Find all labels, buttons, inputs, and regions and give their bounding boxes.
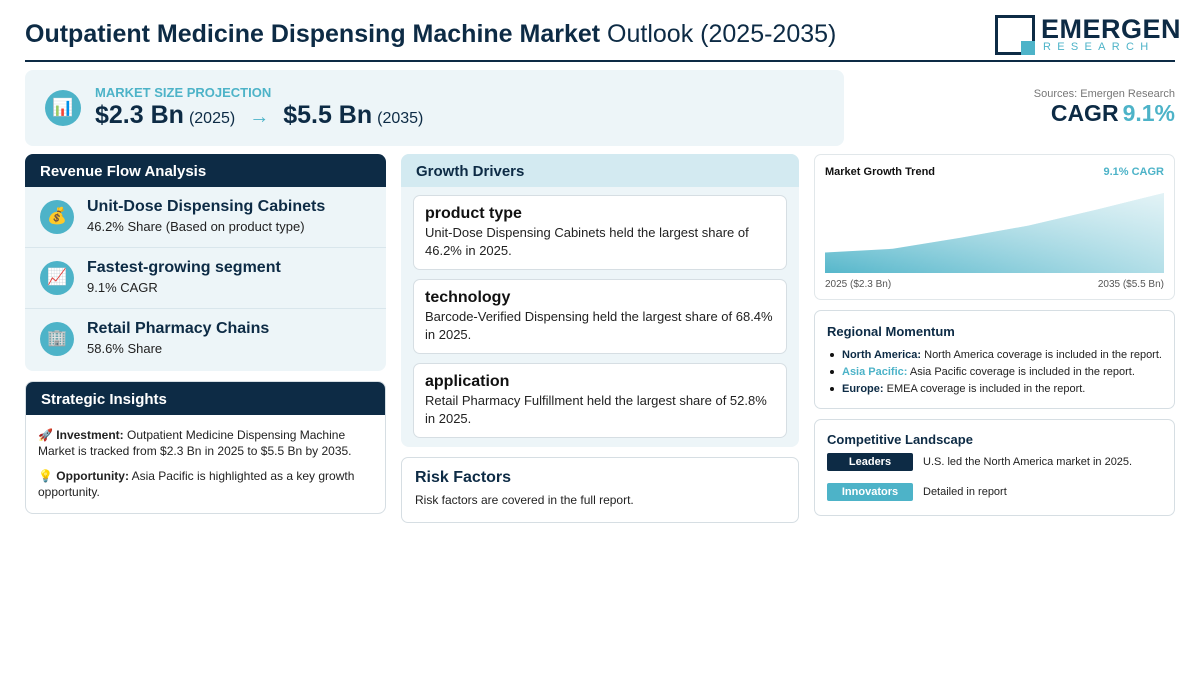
investment-text: Outpatient Medicine Dispensing Machine M… xyxy=(38,428,352,458)
cagr-summary: CAGR 9.1% xyxy=(1051,100,1175,127)
growth-area-chart xyxy=(825,193,1164,273)
competitive-landscape-card: Competitive Landscape Leaders U.S. led t… xyxy=(814,419,1175,516)
market-size-projection: 📊 MARKET SIZE PROJECTION $2.3 Bn (2025) → $… xyxy=(25,70,844,146)
emergen-logo[interactable]: EMERGEN RESEARCH xyxy=(995,14,1181,56)
region-text: Asia Pacific coverage is included in the… xyxy=(907,366,1135,378)
lightbulb-icon: 💡 xyxy=(38,469,53,483)
risk-factors-title: Risk Factors xyxy=(415,469,512,486)
region-text: EMEA coverage is included in the report. xyxy=(883,383,1086,395)
competitive-landscape-title: Competitive Landscape xyxy=(827,432,973,447)
projection-label: MARKET SIZE PROJECTION xyxy=(95,85,272,100)
revenue-item-subtitle: 58.6% Share xyxy=(87,341,163,356)
regional-momentum-card: Regional Momentum North America: North A… xyxy=(814,310,1175,409)
region-item: North America: North America coverage is… xyxy=(827,349,1162,361)
driver-title: technology xyxy=(425,289,511,306)
chart-cagr-annotation: 9.1% CAGR xyxy=(1103,166,1164,178)
competitive-row-text: Detailed in report xyxy=(923,486,1007,498)
revenue-flow-card: Revenue Flow Analysis 💰 Unit-Dose Dispen… xyxy=(25,154,386,371)
driver-text: Retail Pharmacy Fulfillment held the lar… xyxy=(425,393,767,426)
opportunity-label: Opportunity: xyxy=(56,469,129,483)
rocket-icon: 🚀 xyxy=(38,428,53,442)
revenue-item: 🏢 Retail Pharmacy Chains 58.6% Share xyxy=(25,309,386,370)
revenue-item-title: Unit-Dose Dispensing Cabinets xyxy=(87,198,326,215)
cagr-label: CAGR xyxy=(1050,100,1119,126)
projection-end-value: $5.5 Bn xyxy=(283,101,373,129)
driver-text: Barcode-Verified Dispensing held the lar… xyxy=(425,309,773,342)
strategic-insights-body: 🚀 Investment: Outpatient Medicine Dispen… xyxy=(26,415,385,500)
market-growth-trend-card: Market Growth Trend 9.1% CAGR 2025 ($2.3… xyxy=(814,154,1175,300)
risk-factors-card: Risk Factors Risk factors are covered in… xyxy=(401,457,799,523)
competitive-row: Leaders U.S. led the North America marke… xyxy=(827,453,1162,477)
chart-title: Market Growth Trend xyxy=(825,166,936,178)
driver-card: application Retail Pharmacy Fulfillment … xyxy=(413,363,787,438)
risk-factors-text: Risk factors are covered in the full rep… xyxy=(415,493,634,507)
regional-momentum-title: Regional Momentum xyxy=(827,324,955,339)
report-header: Outpatient Medicine Dispensing Machine M… xyxy=(25,12,1181,62)
revenue-item: 📈 Fastest-growing segment 9.1% CAGR xyxy=(25,248,386,309)
logo-mark-icon xyxy=(995,15,1035,55)
regional-list: North America: North America coverage is… xyxy=(827,349,1162,395)
driver-card: product type Unit-Dose Dispensing Cabine… xyxy=(413,195,787,270)
strategic-insights-title: Strategic Insights xyxy=(26,382,385,415)
leaders-badge: Leaders xyxy=(827,453,913,471)
investment-label: Investment: xyxy=(56,428,124,442)
driver-card: technology Barcode-Verified Dispensing h… xyxy=(413,279,787,354)
bar-chart-icon: 📊 xyxy=(45,90,81,126)
page-title: Outpatient Medicine Dispensing Machine M… xyxy=(25,20,836,49)
page-title-bold: Outpatient Medicine Dispensing Machine M… xyxy=(25,20,601,48)
chart-start-label: 2025 ($2.3 Bn) xyxy=(825,279,892,290)
money-bag-icon: 💰 xyxy=(40,200,74,234)
revenue-item-subtitle: 9.1% CAGR xyxy=(87,280,158,295)
opportunity-text: Asia Pacific is highlighted as a key gro… xyxy=(38,469,355,499)
cagr-value: 9.1% xyxy=(1122,100,1175,126)
projection-start-year: (2025) xyxy=(188,110,236,127)
chart-end-label: 2035 ($5.5 Bn) xyxy=(1097,279,1164,290)
revenue-item: 💰 Unit-Dose Dispensing Cabinets 46.2% Sh… xyxy=(25,187,386,248)
region-item: Asia Pacific: Asia Pacific coverage is i… xyxy=(827,366,1162,378)
region-name: North America: xyxy=(842,349,922,361)
revenue-item-title: Fastest-growing segment xyxy=(87,259,281,276)
competitive-row-text: U.S. led the North America market in 202… xyxy=(923,456,1133,468)
projection-end-year: (2035) xyxy=(377,110,424,127)
investment-insight: 🚀 Investment: Outpatient Medicine Dispen… xyxy=(38,427,373,459)
revenue-item-subtitle: 46.2% Share (Based on product type) xyxy=(87,219,305,234)
sources-note: Sources: Emergen Research xyxy=(1033,88,1175,100)
growth-drivers-card: Growth Drivers product type Unit-Dose Di… xyxy=(401,154,799,447)
driver-title: application xyxy=(425,373,510,390)
region-name: Asia Pacific: xyxy=(842,366,908,378)
region-text: North America coverage is included in th… xyxy=(921,349,1162,361)
projection-start-value: $2.3 Bn xyxy=(95,101,184,129)
growth-drivers-title: Growth Drivers xyxy=(401,154,799,187)
competitive-row: Innovators Detailed in report xyxy=(827,483,1162,507)
strategic-insights-card: Strategic Insights 🚀 Investment: Outpati… xyxy=(25,381,386,514)
arrow-right-icon: → xyxy=(249,106,270,128)
building-icon: 🏢 xyxy=(40,322,74,356)
logo-name: EMERGEN xyxy=(1041,14,1182,44)
page-title-rest: Outlook (2025-2035) xyxy=(600,20,837,48)
driver-text: Unit-Dose Dispensing Cabinets held the l… xyxy=(425,225,749,258)
region-item: Europe: EMEA coverage is included in the… xyxy=(827,383,1162,395)
region-name: Europe: xyxy=(842,383,884,395)
trend-up-icon: 📈 xyxy=(40,261,74,295)
revenue-item-title: Retail Pharmacy Chains xyxy=(87,320,270,337)
revenue-flow-title: Revenue Flow Analysis xyxy=(25,154,386,187)
opportunity-insight: 💡 Opportunity: Asia Pacific is highlight… xyxy=(38,468,373,500)
innovators-badge: Innovators xyxy=(827,483,913,501)
logo-subtitle: RESEARCH xyxy=(1043,41,1155,53)
projection-values: $2.3 Bn (2025) → $5.5 Bn (2035) xyxy=(95,101,423,130)
growth-area-highlight xyxy=(825,193,1164,273)
driver-title: product type xyxy=(425,205,522,222)
